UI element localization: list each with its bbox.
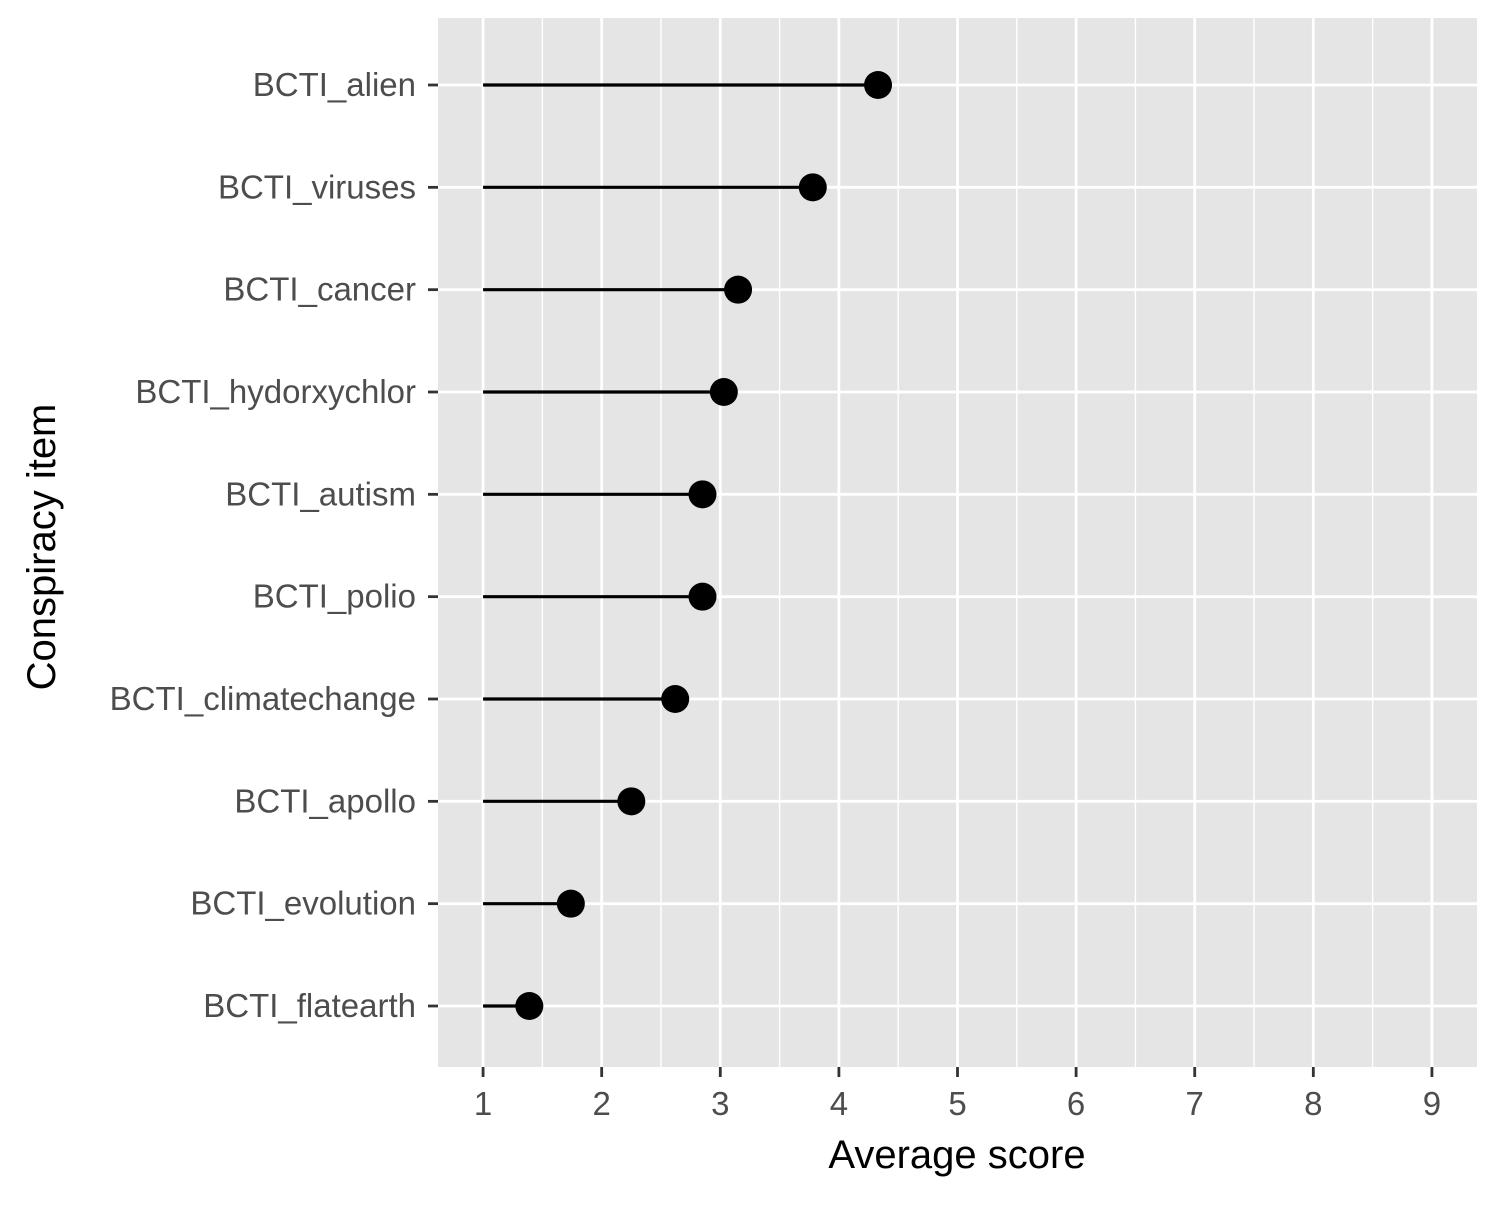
- x-tick-label: 9: [1423, 1085, 1441, 1122]
- x-tick-label: 5: [948, 1085, 966, 1122]
- lollipop-point: [661, 685, 690, 713]
- x-tick-label: 8: [1304, 1085, 1322, 1122]
- y-tick-label: BCTI_cancer: [223, 271, 416, 308]
- lollipop-point: [556, 889, 585, 918]
- lollipop-point: [515, 992, 544, 1020]
- x-tick-label: 1: [474, 1085, 492, 1122]
- x-tick-label: 3: [711, 1085, 729, 1122]
- y-tick-label: BCTI_apollo: [234, 782, 416, 819]
- y-axis: BCTI_alien BCTI_viruses BCTI_cancer BCTI_hy…: [110, 66, 438, 1024]
- y-tick-label: BCTI_alien: [253, 66, 416, 103]
- lollipop-point: [617, 787, 646, 816]
- y-tick-label: BCTI_climatechange: [110, 680, 416, 717]
- y-axis-title: Conspiracy item: [20, 404, 64, 691]
- x-tick-label: 2: [592, 1085, 610, 1122]
- lollipop-point: [688, 582, 717, 611]
- lollipop-point: [798, 173, 827, 202]
- x-tick-label: 6: [1067, 1085, 1085, 1122]
- x-axis: 1 2 3 4 5 6 7 8 9: [474, 1067, 1441, 1122]
- x-axis-title: Average score: [828, 1133, 1085, 1177]
- x-tick-label: 4: [830, 1085, 848, 1122]
- lollipop-point: [688, 480, 717, 509]
- lollipop-point: [864, 71, 893, 99]
- grid-lines: [438, 18, 1477, 1067]
- y-tick-label: BCTI_viruses: [218, 168, 416, 205]
- y-tick-label: BCTI_autism: [225, 475, 416, 512]
- y-tick-label: BCTI_polio: [253, 578, 416, 615]
- y-tick-label: BCTI_flatearth: [203, 987, 416, 1024]
- chart-marks: [483, 71, 893, 1020]
- y-tick-label: BCTI_hydorxychlor: [135, 373, 416, 410]
- lollipop-point: [709, 378, 738, 406]
- x-tick-label: 7: [1186, 1085, 1204, 1122]
- lollipop-point: [724, 275, 753, 304]
- y-tick-label: BCTI_evolution: [190, 885, 416, 922]
